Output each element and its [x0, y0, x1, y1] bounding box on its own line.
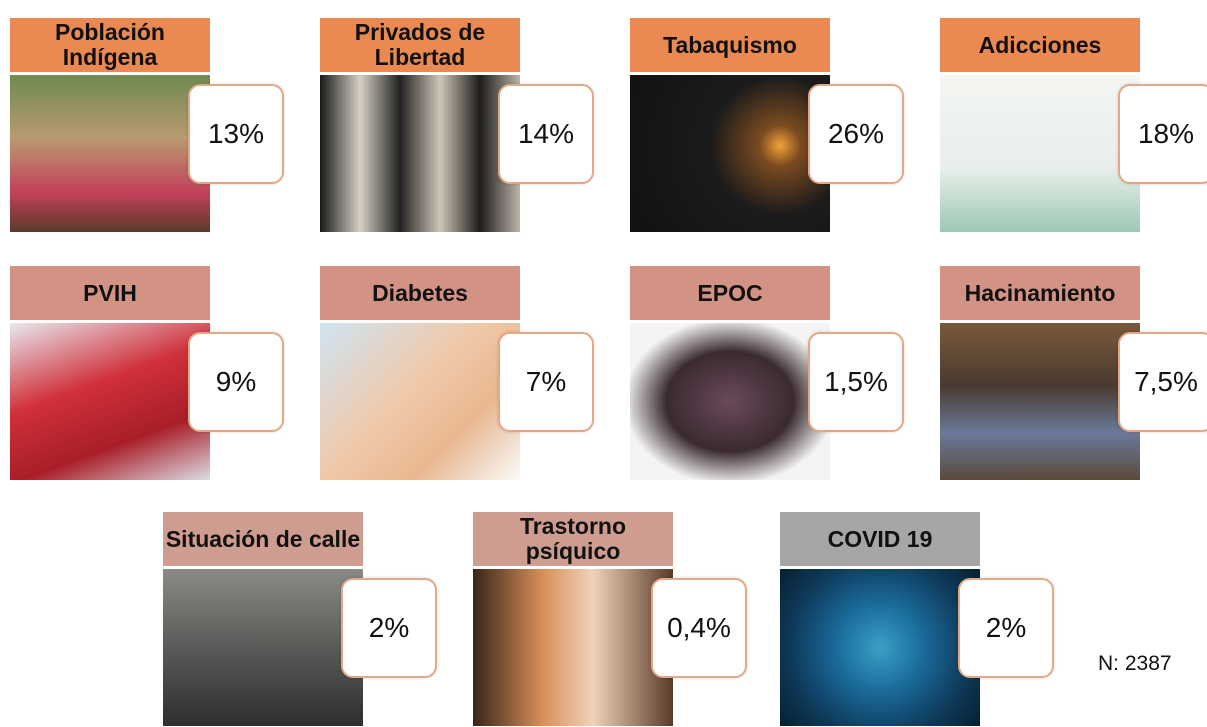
tile-value: 0,4% [651, 578, 747, 678]
tile-image [320, 323, 520, 480]
tile-image [940, 323, 1140, 480]
infographic: N: 2387 Población Indígena 13% Privados de… [0, 0, 1207, 727]
tile-label: Población Indígena [10, 18, 210, 72]
tile-label: EPOC [630, 266, 830, 320]
tile-label: Adicciones [940, 18, 1140, 72]
tile-value: 2% [341, 578, 437, 678]
tile-image [163, 569, 363, 726]
tile-image [780, 569, 980, 726]
tile-image [630, 323, 830, 480]
tile-value: 1,5% [808, 332, 904, 432]
tile-label: Trastorno psíquico [473, 512, 673, 566]
tile-image [940, 75, 1140, 232]
tile-value: 7% [498, 332, 594, 432]
tile-label: Diabetes [320, 266, 520, 320]
tile-value: 7,5% [1118, 332, 1207, 432]
tile-image [10, 323, 210, 480]
sample-size-note: N: 2387 [1098, 652, 1172, 676]
tile-image [473, 569, 673, 726]
tile-label: Situación de calle [163, 512, 363, 566]
tile-image [630, 75, 830, 232]
tile-value: 2% [958, 578, 1054, 678]
tile-label: Privados de Libertad [320, 18, 520, 72]
tile-label: Tabaquismo [630, 18, 830, 72]
tile-image [320, 75, 520, 232]
tile-label: PVIH [10, 266, 210, 320]
tile-value: 14% [498, 84, 594, 184]
tile-image [10, 75, 210, 232]
tile-value: 9% [188, 332, 284, 432]
tile-label: Hacinamiento [940, 266, 1140, 320]
tile-value: 13% [188, 84, 284, 184]
tile-value: 26% [808, 84, 904, 184]
tile-value: 18% [1118, 84, 1207, 184]
tile-label: COVID 19 [780, 512, 980, 566]
